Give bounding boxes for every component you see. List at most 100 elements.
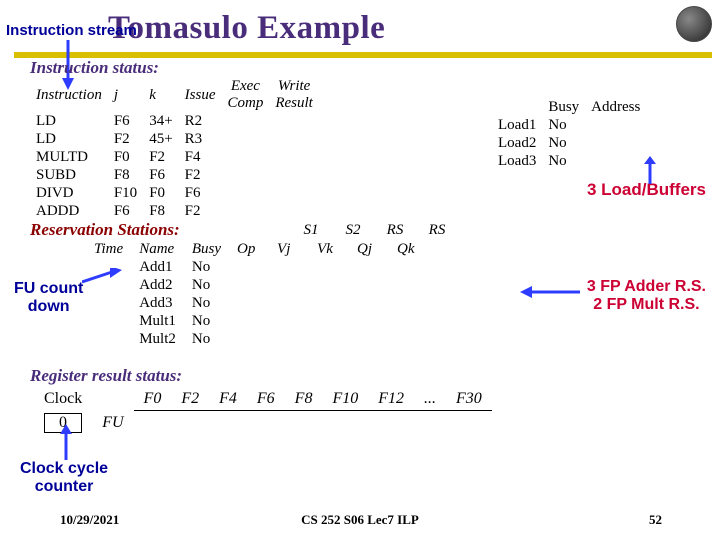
table-cell: F10: [108, 184, 143, 202]
arrow-load-buffers: [638, 156, 662, 186]
table-cell: DIVD: [30, 184, 108, 202]
annot-fu-count: FU countdown: [14, 280, 83, 315]
table-cell: F2: [108, 130, 143, 148]
ih-0: Instruction: [30, 78, 108, 112]
table-cell: F2: [179, 202, 222, 220]
table-cell: [229, 258, 269, 276]
table-cell: No: [184, 312, 229, 330]
table-cell: [269, 276, 309, 294]
annot-clock-counter: Clock cyclecounter: [20, 460, 108, 495]
footer-center: CS 252 S06 Lec7 ILP: [0, 512, 720, 528]
table-cell: [349, 276, 389, 294]
rc-0: F0: [134, 388, 172, 411]
table-cell: [349, 294, 389, 312]
table-cell: F4: [179, 148, 222, 166]
reservation-table: Time Name Busy Op Vj Vk Qj Qk Add1NoAdd2…: [86, 240, 429, 348]
lh-0: [492, 98, 542, 116]
rc-2: F4: [209, 388, 247, 411]
lh-1: Busy: [542, 98, 585, 116]
table-cell: [585, 134, 646, 152]
table-cell: 45+: [143, 130, 178, 148]
table-cell: F8: [108, 166, 143, 184]
arrow-fu-count: [82, 268, 122, 288]
table-cell: Mult2: [131, 330, 184, 348]
table-cell: [309, 312, 349, 330]
table-cell: F6: [108, 202, 143, 220]
table-cell: [269, 312, 309, 330]
reg-fu-label: FU: [92, 411, 133, 435]
rc-1: F2: [171, 388, 209, 411]
table-cell: Load3: [492, 152, 542, 170]
register-result-heading: Register result status:: [30, 366, 182, 386]
table-cell: [86, 294, 131, 312]
table-cell: F0: [108, 148, 143, 166]
footer-page: 52: [649, 512, 662, 528]
slide-title: Tomasulo Example: [108, 10, 385, 47]
table-cell: [309, 276, 349, 294]
table-cell: MULTD: [30, 148, 108, 166]
table-cell: [349, 330, 389, 348]
table-cell: [389, 330, 429, 348]
rc-8: F30: [446, 388, 492, 411]
table-cell: LD: [30, 130, 108, 148]
table-cell: [309, 330, 349, 348]
table-cell: F6: [108, 112, 143, 130]
table-cell: Load1: [492, 116, 542, 134]
ih-1: j: [108, 78, 143, 112]
table-cell: 34+: [143, 112, 178, 130]
table-cell: No: [184, 294, 229, 312]
table-cell: F6: [179, 184, 222, 202]
table-cell: F2: [143, 148, 178, 166]
table-cell: [309, 258, 349, 276]
table-cell: LD: [30, 112, 108, 130]
table-cell: No: [184, 276, 229, 294]
table-cell: [389, 276, 429, 294]
rh-2: Busy: [184, 240, 229, 258]
rh-0: Time: [86, 240, 131, 258]
table-cell: [86, 312, 131, 330]
rht-s1: S1: [290, 222, 332, 239]
table-cell: No: [542, 134, 585, 152]
table-cell: R3: [179, 130, 222, 148]
ih-4: ExecComp: [221, 78, 269, 112]
table-cell: [229, 330, 269, 348]
ih-5: WriteResult: [269, 78, 319, 112]
table-cell: [585, 116, 646, 134]
table-cell: F2: [179, 166, 222, 184]
arrow-clock-counter: [56, 424, 76, 462]
table-cell: No: [542, 116, 585, 134]
ih-3: Issue: [179, 78, 222, 112]
rc-5: F10: [322, 388, 368, 411]
table-cell: [229, 276, 269, 294]
rh-5: Vk: [309, 240, 349, 258]
rc-6: F12: [368, 388, 414, 411]
table-cell: [86, 330, 131, 348]
load-buffer-table: Busy Address Load1NoLoad2NoLoad3No: [492, 98, 646, 170]
table-cell: F8: [143, 202, 178, 220]
table-cell: Mult1: [131, 312, 184, 330]
res-top-headers: S1 S2 RS RS: [240, 222, 458, 239]
table-cell: [229, 312, 269, 330]
table-cell: Load2: [492, 134, 542, 152]
table-cell: [269, 330, 309, 348]
reservation-stations-heading: Reservation Stations:: [30, 220, 180, 240]
table-cell: Add1: [131, 258, 184, 276]
table-cell: [309, 294, 349, 312]
instruction-status-heading: Instruction status:: [30, 58, 159, 78]
rh-6: Qj: [349, 240, 389, 258]
register-table: Clock F0 F2 F4 F6 F8 F10 F12 ... F30 0 F…: [34, 388, 492, 435]
table-cell: [389, 312, 429, 330]
table-cell: [389, 294, 429, 312]
table-cell: R2: [179, 112, 222, 130]
logo-seal: [676, 6, 712, 42]
table-cell: No: [184, 330, 229, 348]
table-cell: Add2: [131, 276, 184, 294]
annot-fp-rs: 3 FP Adder R.S.2 FP Mult R.S.: [587, 278, 706, 315]
annot-instruction-stream: Instruction stream: [6, 22, 137, 39]
rht-rs1: RS: [374, 222, 416, 239]
table-cell: No: [542, 152, 585, 170]
rc-4: F8: [285, 388, 323, 411]
rh-4: Vj: [269, 240, 309, 258]
table-cell: [229, 294, 269, 312]
ih-2: k: [143, 78, 178, 112]
